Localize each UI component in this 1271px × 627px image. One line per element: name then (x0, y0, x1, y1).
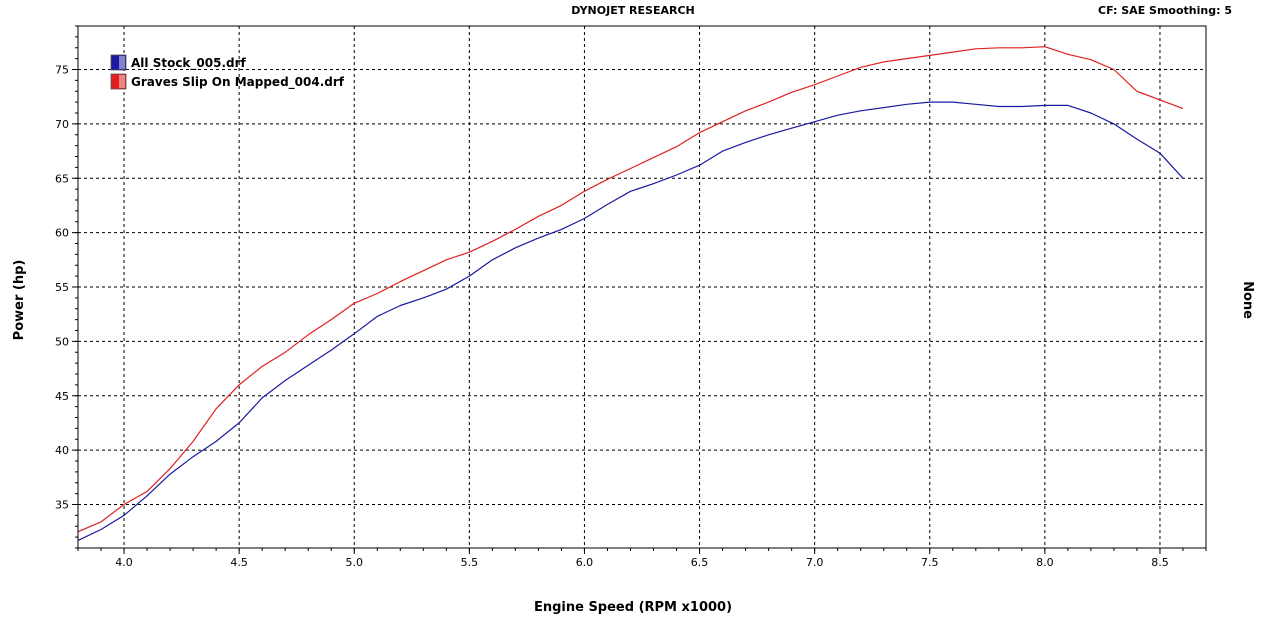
series-line-1 (77, 101, 1184, 541)
x-tick-label: 5.5 (461, 556, 479, 569)
header-title: DYNOJET RESEARCH (571, 4, 694, 17)
y-tick-label: 75 (55, 64, 69, 77)
legend-label-1: All Stock_005.drf (131, 56, 247, 71)
x-tick-labels: 4.0 4.5 5.0 5.5 6.0 6.5 7.0 7.5 8.0 8.5 (115, 556, 1168, 569)
x-tick-label: 5.0 (345, 556, 363, 569)
plot-border (77, 25, 1207, 549)
y-tick-label: 50 (55, 335, 69, 348)
x-tick-label: 7.0 (806, 556, 824, 569)
x-tick-label: 4.0 (115, 556, 133, 569)
y-tick-label: 40 (55, 444, 69, 457)
series-lines (77, 46, 1184, 541)
grid (78, 26, 1206, 548)
y-tick-label: 35 (55, 499, 69, 512)
x-tick-label: 6.0 (576, 556, 594, 569)
y2-axis-title: None (1240, 281, 1255, 319)
y-tick-label: 55 (55, 281, 69, 294)
y-tick-label: 70 (55, 118, 69, 131)
y-tick-label: 65 (55, 172, 69, 185)
x-axis-title: Engine Speed (RPM x1000) (534, 600, 732, 615)
x-tick-label: 7.5 (921, 556, 939, 569)
y-tick-label: 45 (55, 390, 69, 403)
legend-swatch-1 (110, 54, 127, 71)
y-tick-labels: 35 40 45 50 55 60 65 70 75 (55, 64, 69, 512)
header-settings: CF: SAE Smoothing: 5 (1098, 4, 1232, 17)
series-line-2 (77, 46, 1184, 533)
x-tick-label: 8.0 (1036, 556, 1054, 569)
x-tick-label: 6.5 (691, 556, 709, 569)
legend-label-2: Graves Slip On Mapped_004.drf (131, 75, 345, 90)
x-tick-label: 8.5 (1151, 556, 1169, 569)
y-axis-title: Power (hp) (12, 260, 27, 341)
legend-swatch-2 (110, 73, 127, 90)
y-tick-label: 60 (55, 227, 69, 240)
legend: All Stock_005.drf Graves Slip On Mapped_0… (110, 54, 345, 90)
x-tick-label: 4.5 (230, 556, 248, 569)
